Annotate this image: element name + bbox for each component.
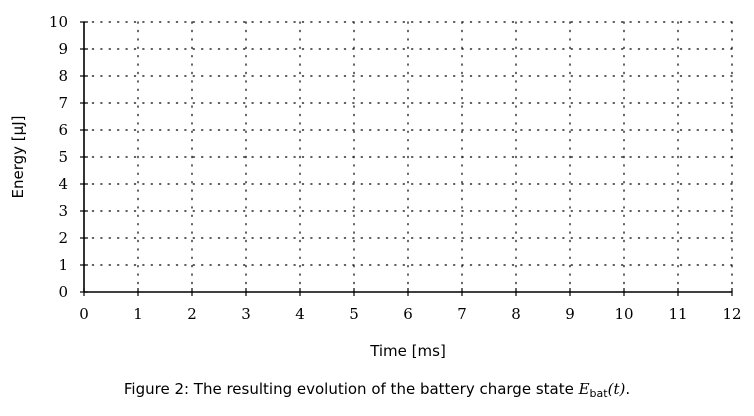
x-tick-label-12: 12: [722, 305, 741, 323]
y-tick-label-2: 2: [58, 229, 68, 247]
y-tick-label-1: 1: [58, 256, 68, 274]
x-tick-label-10: 10: [614, 305, 633, 323]
caption-subscript: bat: [589, 387, 608, 400]
x-tick-label-6: 6: [403, 305, 413, 323]
y-tick-label-6: 6: [58, 121, 68, 139]
caption-text: Figure 2: The resulting evolution of the…: [123, 380, 579, 398]
x-ticks: 0 1 2 3 4 5 6 7 8 9 10 11 12: [79, 288, 742, 323]
x-tick-label-2: 2: [187, 305, 197, 323]
y-tick-label-4: 4: [58, 175, 68, 193]
y-tick-label-9: 9: [58, 40, 68, 58]
grid: [83, 21, 733, 293]
y-ticks: 0 1 2 3 4 5 6 7 8 9 10: [49, 13, 88, 301]
x-tick-label-7: 7: [457, 305, 467, 323]
x-axis-title: Time [ms]: [369, 342, 446, 360]
x-tick-label-0: 0: [79, 305, 89, 323]
x-tick-label-8: 8: [511, 305, 521, 323]
y-axis-title: Energy [µJ]: [9, 116, 27, 199]
y-tick-label-5: 5: [58, 148, 68, 166]
x-tick-label-5: 5: [349, 305, 359, 323]
x-tick-label-9: 9: [565, 305, 575, 323]
y-tick-label-0: 0: [58, 283, 68, 301]
y-tick-label-7: 7: [58, 94, 68, 112]
x-tick-label-3: 3: [241, 305, 251, 323]
y-tick-label-3: 3: [58, 202, 68, 220]
x-tick-label-11: 11: [668, 305, 687, 323]
figure-caption: Figure 2: The resulting evolution of the…: [0, 380, 754, 400]
caption-symbol: E: [578, 380, 590, 398]
caption-suffix: .: [625, 380, 631, 398]
caption-argument: (t): [607, 380, 626, 398]
y-tick-label-8: 8: [58, 67, 68, 85]
x-tick-label-1: 1: [133, 305, 143, 323]
y-tick-label-10: 10: [49, 13, 68, 31]
x-tick-label-4: 4: [295, 305, 305, 323]
